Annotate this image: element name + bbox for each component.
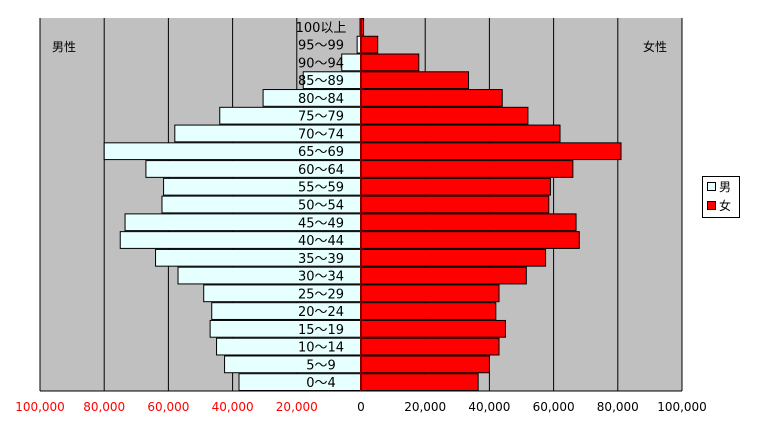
- x-tick-label-3: 40,000: [212, 400, 254, 414]
- bar-female-11: [360, 177, 551, 196]
- category-label-15: 75～79: [298, 110, 344, 125]
- x-tick-label-7: 40,000: [468, 400, 510, 414]
- legend-item-female: 女: [703, 196, 739, 215]
- x-tick-label-0: 100,000: [15, 400, 65, 414]
- x-tick-label-10: 100,000: [657, 400, 707, 414]
- legend-item-male: 男: [703, 177, 739, 196]
- bar-female-7: [360, 248, 547, 267]
- x-tick-label-4: 20,000: [276, 400, 318, 414]
- bar-female-17: [360, 71, 470, 90]
- bar-female-8: [360, 231, 580, 249]
- category-label-9: 45～49: [298, 216, 344, 231]
- bar-female-3: [360, 319, 506, 338]
- bar-female-10: [360, 195, 550, 214]
- bar-female-4: [360, 302, 497, 320]
- legend-label-male: 男: [719, 180, 732, 194]
- x-tick-label-8: 60,000: [533, 400, 575, 414]
- category-label-2: 10～14: [298, 341, 344, 356]
- bar-female-19: [360, 35, 379, 54]
- x-tick-label-5: 0: [357, 400, 365, 414]
- category-label-11: 55～59: [298, 181, 344, 196]
- legend-label-female: 女: [719, 199, 732, 213]
- category-label-0: 0～4: [306, 376, 336, 391]
- bar-female-14: [360, 124, 561, 143]
- x-tick-label-9: 80,000: [597, 400, 639, 414]
- category-label-10: 50～54: [298, 199, 344, 214]
- bar-female-1: [360, 355, 490, 374]
- category-label-12: 60～64: [298, 163, 344, 178]
- category-label-5: 25～29: [298, 287, 344, 302]
- legend: 男 女: [702, 176, 740, 218]
- bar-female-5: [360, 284, 500, 303]
- category-label-18: 90～94: [298, 56, 344, 71]
- category-label-16: 80～84: [298, 92, 344, 107]
- bar-female-6: [360, 266, 527, 285]
- bar-male-1: [224, 355, 362, 374]
- category-label-1: 5～9: [306, 358, 336, 373]
- bar-female-16: [360, 89, 503, 107]
- male-corner-label: 男性: [52, 40, 77, 54]
- bar-female-9: [360, 213, 577, 232]
- bar-male-18: [341, 53, 362, 72]
- category-label-8: 40～44: [298, 234, 344, 249]
- x-tick-label-2: 60,000: [147, 400, 189, 414]
- category-label-4: 20～24: [298, 305, 344, 320]
- category-label-13: 65～69: [298, 145, 344, 160]
- bar-female-13: [360, 142, 622, 161]
- bar-female-0: [360, 373, 479, 392]
- category-label-17: 85～89: [298, 74, 344, 89]
- legend-swatch-male: [707, 182, 716, 191]
- category-label-7: 35～39: [298, 252, 344, 267]
- legend-swatch-female: [707, 201, 716, 210]
- x-tick-label-1: 80,000: [83, 400, 125, 414]
- category-label-14: 70～74: [298, 127, 344, 142]
- category-label-19: 95～99: [298, 39, 344, 54]
- bar-female-2: [360, 337, 500, 356]
- category-label-3: 15～19: [298, 323, 344, 338]
- female-corner-label: 女性: [643, 40, 668, 54]
- category-label-6: 30～34: [298, 270, 344, 285]
- bar-female-18: [360, 53, 420, 72]
- x-tick-label-6: 20,000: [404, 400, 446, 414]
- category-label-20: 100以上: [296, 21, 347, 36]
- bar-male-0: [238, 373, 362, 392]
- bar-female-12: [360, 160, 574, 178]
- bar-female-15: [360, 106, 529, 125]
